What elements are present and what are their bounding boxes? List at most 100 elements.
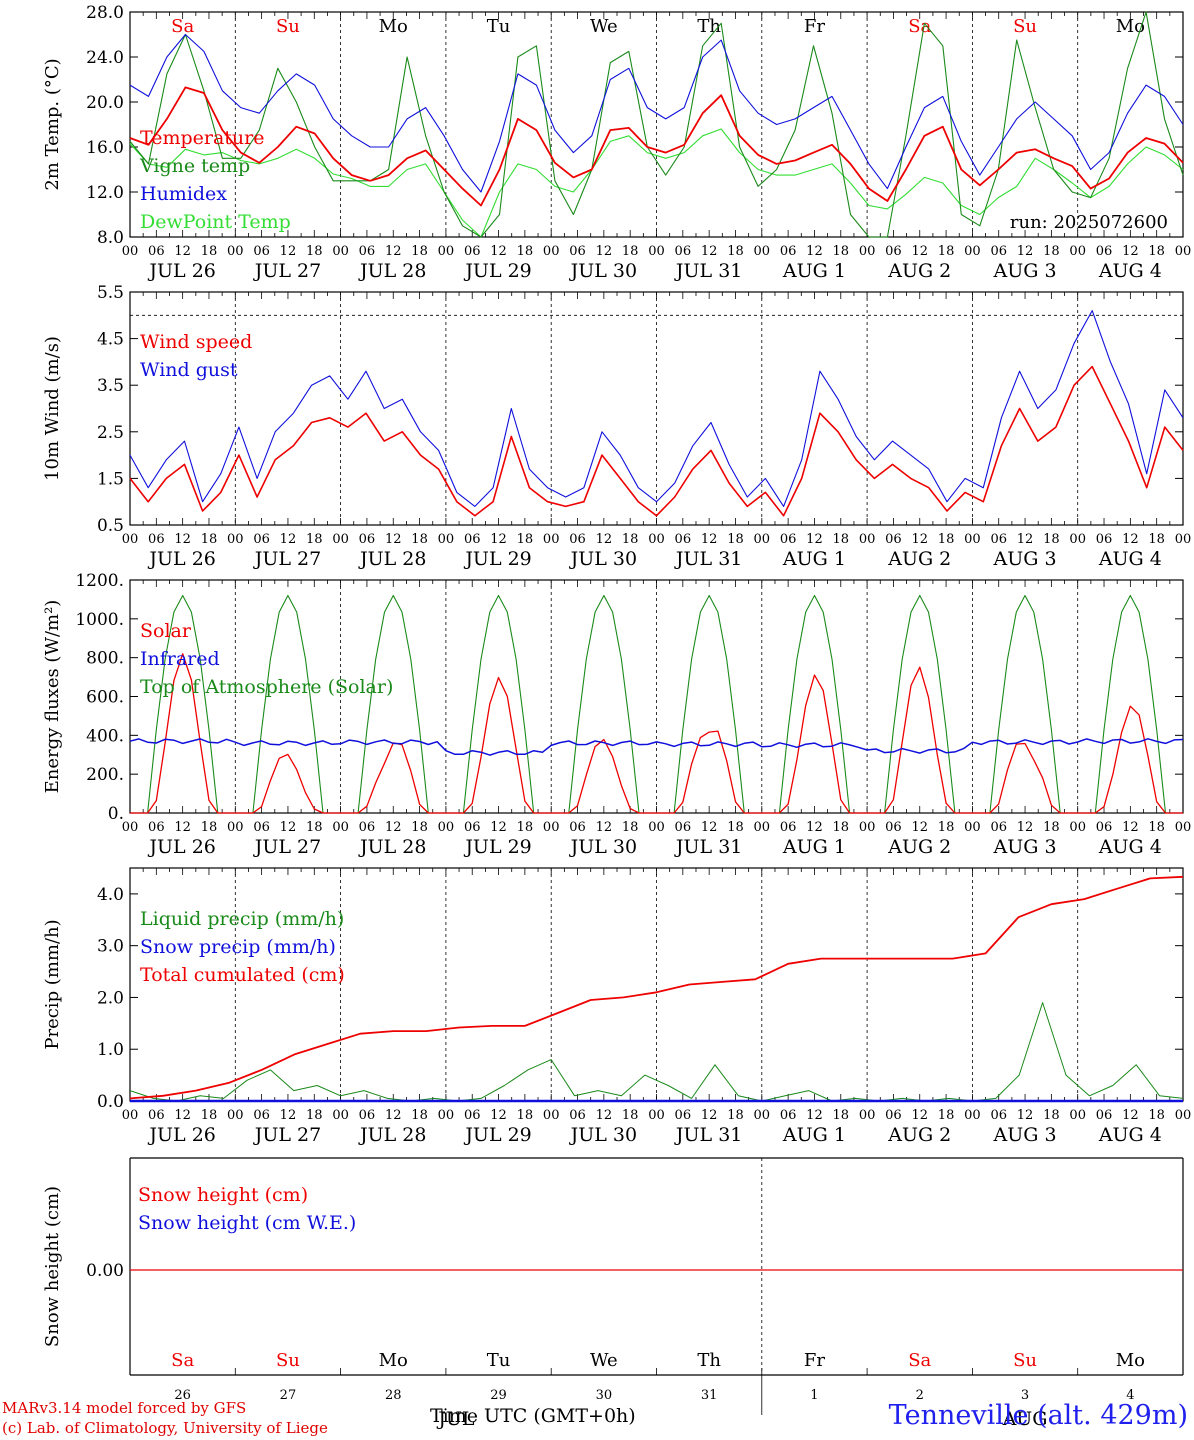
hour-label: 00 — [332, 820, 349, 835]
hour-label: 06 — [675, 1108, 692, 1123]
date-label: AUG 2 — [887, 260, 951, 282]
hour-label: 18 — [727, 532, 744, 547]
weekday-label: Sa — [171, 16, 194, 37]
legend-entry: DewPoint Temp — [140, 211, 291, 233]
y-tick-label: 3.0 — [97, 937, 124, 957]
date-label: AUG 1 — [782, 836, 846, 858]
y-tick-label: 400. — [86, 726, 124, 746]
weekday-label: Mo — [1116, 16, 1145, 37]
hour-label: 12 — [596, 244, 613, 259]
hour-label: 00 — [754, 532, 771, 547]
hour-label: 12 — [806, 532, 823, 547]
hour-label: 18 — [833, 820, 850, 835]
hour-label: 00 — [227, 820, 244, 835]
hour-label: 12 — [490, 1108, 507, 1123]
date-label: JUL 31 — [674, 260, 742, 282]
y-tick-label: 24.0 — [86, 48, 124, 68]
hour-label: 12 — [596, 532, 613, 547]
weekday-label: Sa — [171, 1350, 194, 1371]
hour-label: 00 — [122, 244, 139, 259]
hour-label: 00 — [648, 532, 665, 547]
date-label: AUG 3 — [993, 548, 1057, 570]
date-label: JUL 31 — [674, 548, 742, 570]
y-tick-label: 5.5 — [97, 283, 124, 303]
hour-label: 12 — [596, 820, 613, 835]
hour-label: 00 — [438, 1108, 455, 1123]
hour-label: 00 — [227, 244, 244, 259]
y-tick-label: 8.0 — [97, 228, 124, 248]
y-tick-label: 0.5 — [97, 516, 124, 536]
hour-label: 18 — [622, 244, 639, 259]
series-infrared — [129, 738, 1184, 756]
y-tick-label: 800. — [86, 649, 124, 669]
date-label: JUL 27 — [253, 260, 321, 282]
legend-entry: Infrared — [140, 648, 220, 670]
hour-label: 18 — [727, 820, 744, 835]
y-tick-label: 200. — [86, 765, 124, 785]
date-label: AUG 2 — [887, 1124, 951, 1146]
legend-entry: Wind speed — [140, 331, 252, 353]
hour-label: 06 — [464, 244, 481, 259]
hour-label: 00 — [543, 1108, 560, 1123]
hour-label: 00 — [964, 1108, 981, 1123]
panel-frame-1 — [129, 11, 1184, 238]
y-tick-label: 4.5 — [97, 330, 124, 350]
hour-label: 00 — [754, 820, 771, 835]
hour-label: 18 — [938, 1108, 955, 1123]
hour-label: 00 — [754, 244, 771, 259]
hour-label: 18 — [411, 244, 428, 259]
hour-label: 12 — [1122, 532, 1139, 547]
weekday-label: Su — [1013, 16, 1037, 37]
hour-label: 06 — [885, 820, 902, 835]
hour-label: 18 — [1043, 1108, 1060, 1123]
hour-label: 18 — [201, 820, 218, 835]
hour-label: 00 — [438, 244, 455, 259]
day-number-label: 4 — [1126, 1388, 1134, 1403]
hour-label: 12 — [806, 244, 823, 259]
weekday-label: Tu — [487, 16, 511, 37]
legend-entry: Wind gust — [140, 359, 238, 381]
hour-label: 18 — [517, 244, 534, 259]
y-tick-label: 0.00 — [86, 1261, 124, 1281]
hour-label: 00 — [332, 1108, 349, 1123]
hour-label: 06 — [148, 532, 165, 547]
weekday-label: Su — [1013, 1350, 1037, 1371]
hour-label: 00 — [332, 532, 349, 547]
weekday-label: Th — [697, 1350, 721, 1371]
date-label: JUL 29 — [463, 836, 531, 858]
hour-label: 06 — [253, 820, 270, 835]
hour-label: 00 — [859, 1108, 876, 1123]
hour-label: 12 — [1017, 820, 1034, 835]
y-tick-label: 2.0 — [97, 988, 124, 1008]
hour-label: 06 — [675, 532, 692, 547]
hour-label: 12 — [806, 1108, 823, 1123]
hour-label: 12 — [1122, 820, 1139, 835]
weekday-label: Mo — [379, 1350, 408, 1371]
hour-label: 06 — [780, 244, 797, 259]
hour-label: 18 — [201, 1108, 218, 1123]
weekday-label: Su — [276, 1350, 300, 1371]
weekday-label: We — [590, 16, 618, 37]
legend-entry: Snow height (cm) — [138, 1184, 308, 1206]
legend-entry: Total cumulated (cm) — [140, 964, 345, 986]
date-label: AUG 3 — [993, 260, 1057, 282]
hour-label: 18 — [411, 820, 428, 835]
hour-label: 18 — [622, 532, 639, 547]
date-label: AUG 1 — [782, 548, 846, 570]
x-axis-title: Time UTC (GMT+0h) — [430, 1405, 636, 1427]
y-tick-label: 0.0 — [97, 1092, 124, 1112]
date-label: JUL 30 — [569, 548, 637, 570]
date-label: JUL 27 — [253, 836, 321, 858]
hour-label: 00 — [543, 532, 560, 547]
day-number-label: 29 — [490, 1388, 507, 1403]
hour-label: 18 — [306, 820, 323, 835]
hour-label: 06 — [990, 820, 1007, 835]
hour-label: 00 — [1175, 532, 1192, 547]
hour-label: 12 — [385, 244, 402, 259]
hour-label: 06 — [569, 244, 586, 259]
y-axis-label: 10m Wind (m/s) — [42, 336, 63, 481]
hour-label: 18 — [1043, 244, 1060, 259]
hour-label: 12 — [174, 532, 191, 547]
y-tick-label: 600. — [86, 688, 124, 708]
date-label: AUG 4 — [1098, 1124, 1162, 1146]
